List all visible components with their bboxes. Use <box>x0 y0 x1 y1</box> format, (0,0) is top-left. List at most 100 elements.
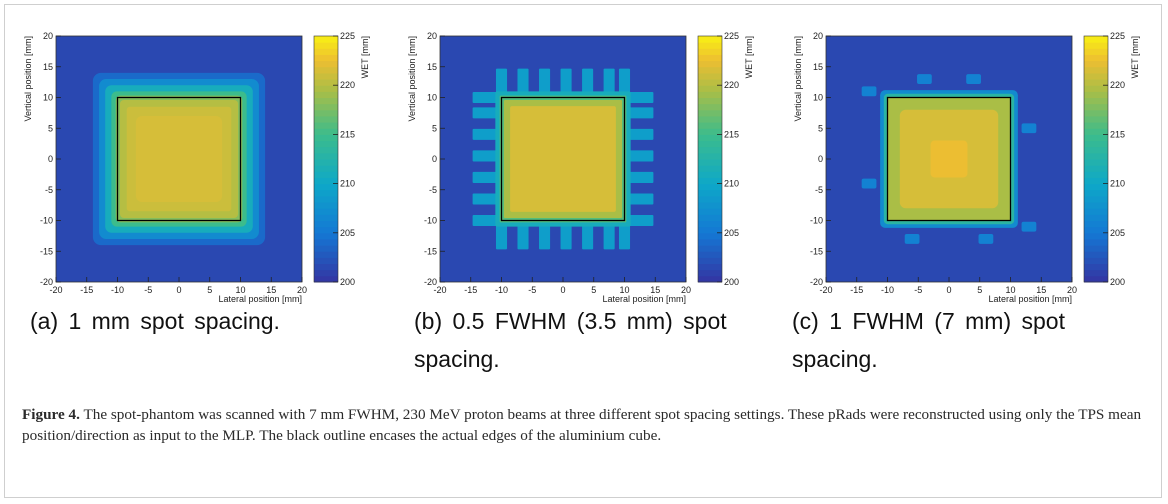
colorbar-step <box>1084 189 1108 197</box>
colorbar-tick-label: 210 <box>340 179 355 189</box>
y-tick-label: -10 <box>810 216 823 226</box>
colorbar-frame <box>313 35 339 283</box>
heatmap-panel-c: -20 -15 -10 -5 0 5 10 15 20 -20 -15 -10 -5 0 5 10 15 20 La… <box>792 28 1140 304</box>
colorbar-frame <box>1083 35 1109 283</box>
x-tick-label: 20 <box>1067 285 1077 295</box>
heatmap-speck <box>1021 221 1037 232</box>
y-tick-label: 10 <box>43 93 53 103</box>
colorbar-tick-label: 225 <box>724 31 739 41</box>
colorbar-step <box>698 36 722 43</box>
colorbar-tick-label: 215 <box>1110 129 1125 139</box>
x-axis-label: Lateral position [mm] <box>218 294 302 304</box>
heatmap-speck <box>917 74 932 84</box>
colorbar-step <box>314 42 338 49</box>
colorbar-step <box>314 177 338 185</box>
colorbar-step <box>314 85 338 92</box>
colorbar-step <box>698 122 722 129</box>
colorbar-step <box>1084 208 1108 215</box>
colorbar-tick-label: 225 <box>1110 31 1125 41</box>
colorbar-step <box>314 220 338 228</box>
colorbar-step <box>1084 257 1108 265</box>
colorbar-step <box>698 257 722 265</box>
colorbar-step <box>314 159 338 166</box>
colorbar-step <box>314 66 338 74</box>
colorbar-step <box>1084 183 1108 191</box>
colorbar-step <box>1084 232 1108 240</box>
colorbar-step <box>314 202 338 209</box>
colorbar-step <box>1084 226 1108 234</box>
colorbar-step <box>1084 91 1108 98</box>
colorbar-step <box>1084 146 1108 154</box>
colorbar-step <box>1084 48 1108 55</box>
heatmap-panel-b: -20 -15 -10 -5 0 5 10 15 20 -20 -15 -10 -5 0 5 10 15 20 La… <box>406 28 754 304</box>
heatmap-panel-a: -20 -15 -10 -5 0 5 10 15 20 -20 -15 -10 -5 0 5 10 15 20 La… <box>22 28 370 304</box>
heatmap-core <box>930 140 968 178</box>
x-tick-label: 20 <box>681 285 691 295</box>
x-tick-label: -5 <box>914 285 922 295</box>
colorbar-step <box>314 109 338 117</box>
colorbar-step <box>314 208 338 215</box>
colorbar-step <box>698 232 722 240</box>
subcaption-c: (c) 1 FWHM (7 mm) spot spacing. <box>792 308 1065 372</box>
colorbar-step <box>1084 245 1108 252</box>
y-tick-label: -20 <box>40 277 53 287</box>
y-tick-label: 15 <box>813 62 823 72</box>
heatmap-speck <box>978 234 994 244</box>
colorbar-step <box>698 134 722 142</box>
y-tick-label: -15 <box>424 246 437 256</box>
colorbar-step <box>1084 60 1108 68</box>
colorbar-step <box>1084 165 1108 172</box>
x-tick-label: 15 <box>266 285 276 295</box>
heatmap-svg: -20 -15 -10 -5 0 5 10 15 20-20-15-10-505101520La… <box>407 31 754 304</box>
colorbar-step <box>1084 128 1108 135</box>
colorbar-tick-label: 205 <box>724 228 739 238</box>
colorbar-step <box>1084 159 1108 166</box>
colorbar-step <box>698 165 722 172</box>
y-tick-label: 20 <box>427 31 437 41</box>
colorbar-step <box>698 189 722 197</box>
colorbar-step <box>314 183 338 191</box>
colorbar-step <box>698 177 722 185</box>
x-tick-label: -15 <box>850 285 863 295</box>
colorbar-step <box>698 66 722 74</box>
heatmap-speck <box>861 86 877 97</box>
colorbar-step <box>698 97 722 105</box>
colorbar-tick-label: 220 <box>724 80 739 90</box>
colorbar-step <box>314 79 338 86</box>
colorbar-step <box>698 238 722 246</box>
colorbar-step <box>698 42 722 49</box>
colorbar-step <box>314 91 338 98</box>
x-tick-label: 15 <box>650 285 660 295</box>
colorbar-step <box>314 54 338 62</box>
colorbar-step <box>698 85 722 92</box>
colorbar-step <box>314 226 338 234</box>
cube-outline <box>500 96 626 222</box>
colorbar-step <box>698 48 722 55</box>
heatmap-speck <box>1021 123 1037 134</box>
colorbar-step <box>314 140 338 148</box>
x-tick-label: -15 <box>464 285 477 295</box>
x-tick-label: -10 <box>881 285 894 295</box>
y-tick-label: -5 <box>815 185 823 195</box>
colorbar-step <box>314 269 338 277</box>
colorbar-tick-label: 200 <box>724 277 739 287</box>
colorbar-step <box>1084 251 1108 258</box>
x-tick-label: 10 <box>235 285 245 295</box>
colorbar-step <box>698 263 722 271</box>
colorbar-step <box>314 103 338 111</box>
heatmap-speck <box>904 234 920 244</box>
colorbar-step <box>314 48 338 55</box>
colorbar-step <box>1084 66 1108 74</box>
x-tick-label: -5 <box>528 285 536 295</box>
colorbar-step <box>698 269 722 277</box>
x-tick-label: 15 <box>1036 285 1046 295</box>
colorbar-tick-label: 215 <box>724 129 739 139</box>
colorbar-step <box>698 146 722 154</box>
colorbar-step <box>1084 220 1108 228</box>
heatmap-speck <box>966 74 981 84</box>
colorbar-tick-label: 205 <box>340 228 355 238</box>
colorbar-step <box>698 152 722 160</box>
colorbar-step <box>1084 36 1108 43</box>
cube-outline <box>886 96 1012 222</box>
colorbar-step <box>1084 269 1108 277</box>
